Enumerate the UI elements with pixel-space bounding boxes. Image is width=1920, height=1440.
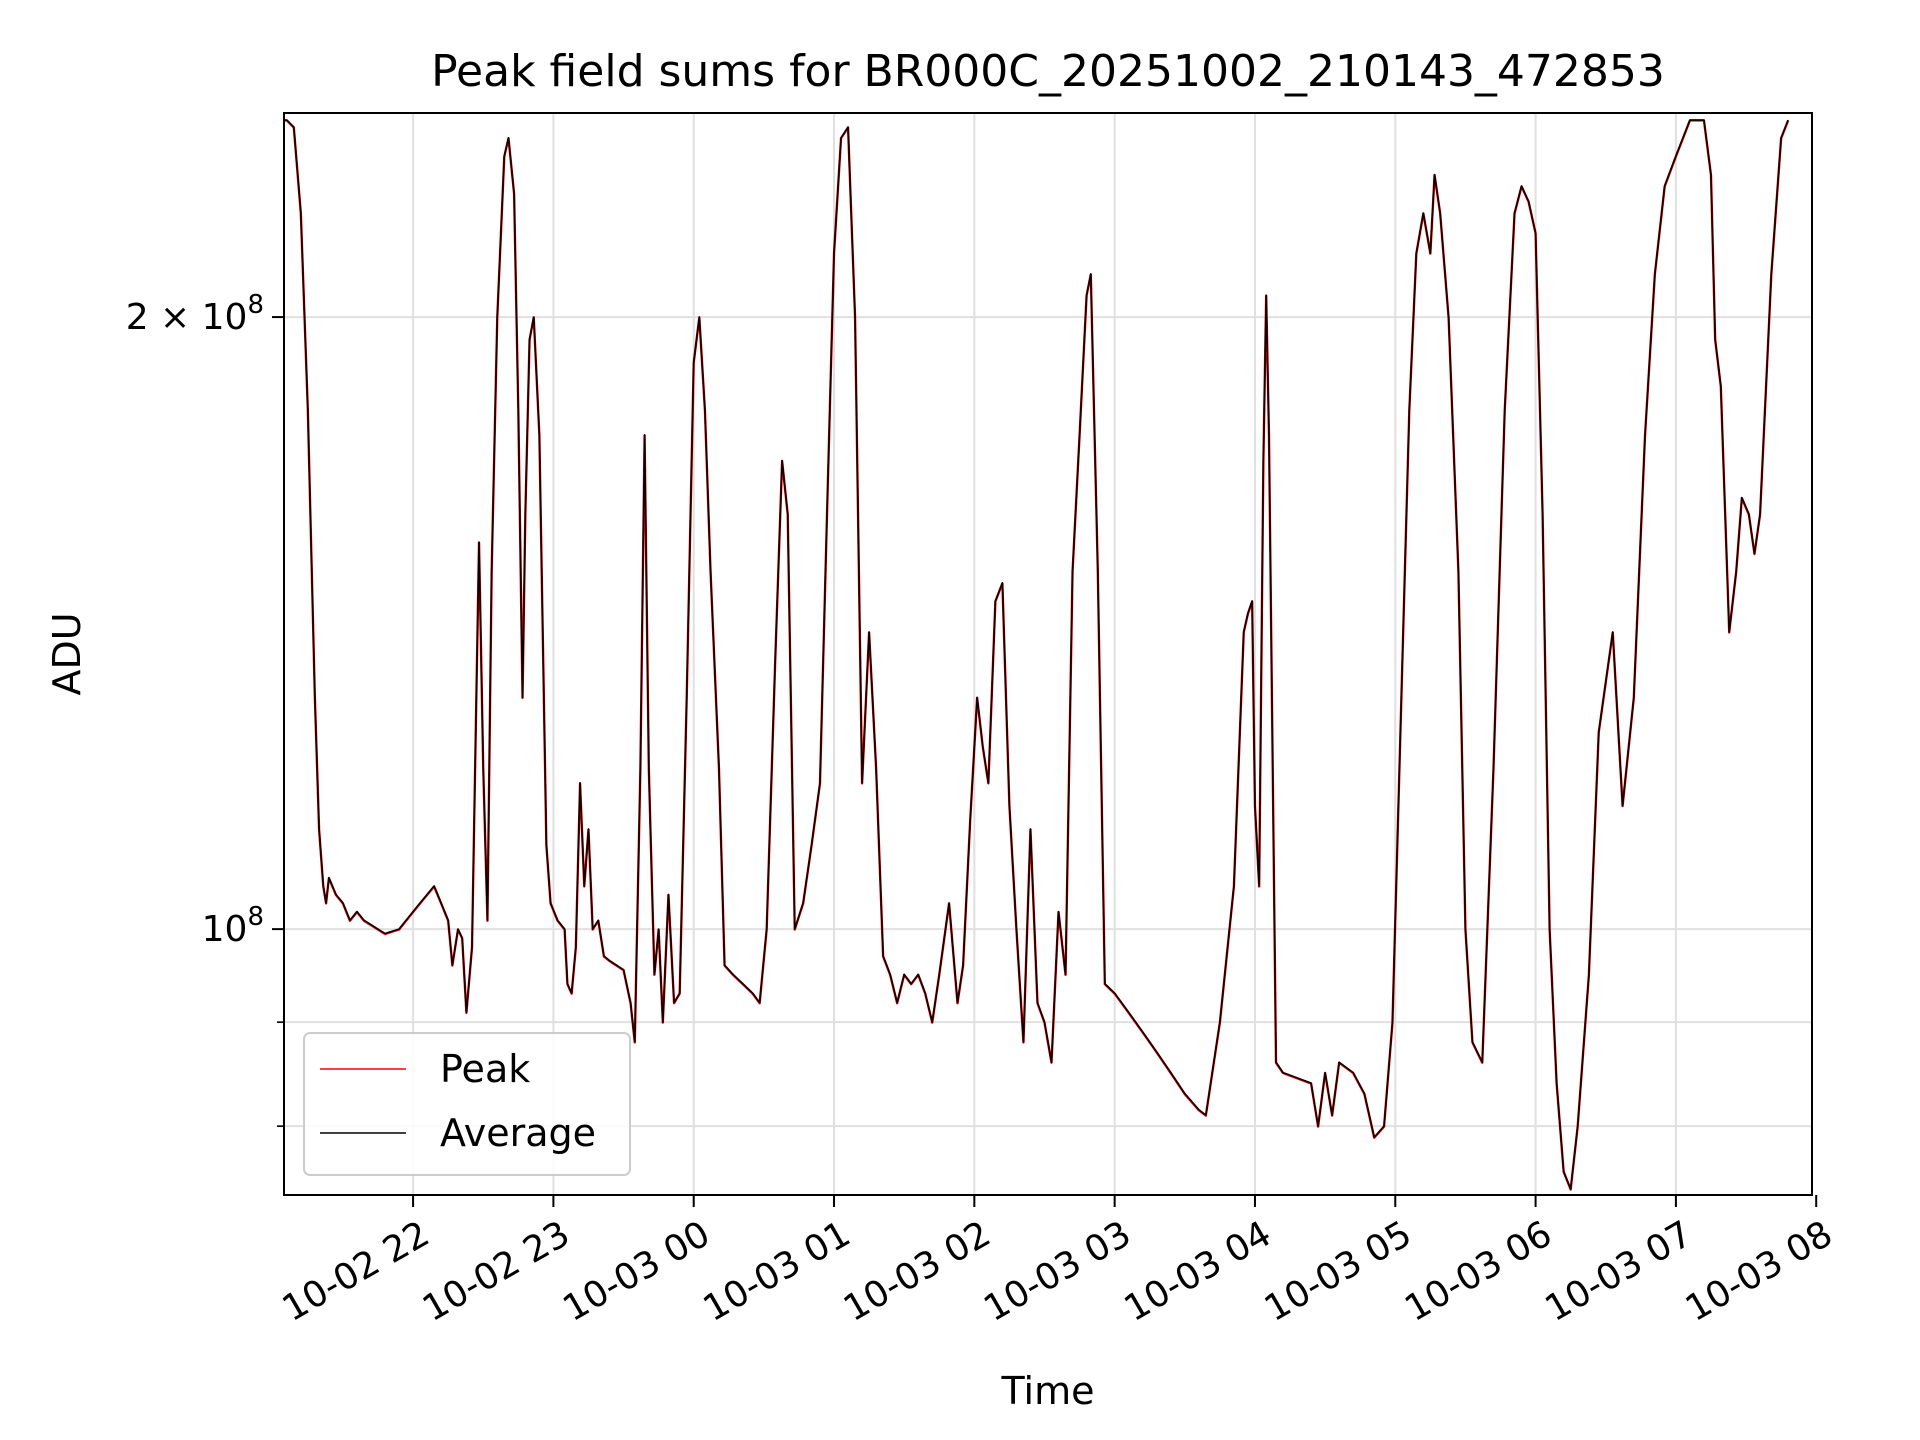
series-group <box>284 119 1790 1191</box>
legend-label-peak: Peak <box>440 1047 530 1091</box>
legend-label-average: Average <box>440 1111 596 1155</box>
y-axis-label: ADU <box>45 612 89 695</box>
grid <box>284 113 1812 1195</box>
x-axis-label: Time <box>1001 1369 1095 1413</box>
plot-frame <box>283 112 1813 1196</box>
y-tick-label: 2 × 108 <box>126 290 264 338</box>
chart-title: Peak field sums for BR000C_20251002_2101… <box>431 46 1665 97</box>
legend: Peak Average <box>303 1032 631 1176</box>
y-tick-label: 108 <box>202 902 264 950</box>
y-axis: 108 2 × 108 <box>126 290 284 1127</box>
series-line-average <box>284 119 1789 1190</box>
